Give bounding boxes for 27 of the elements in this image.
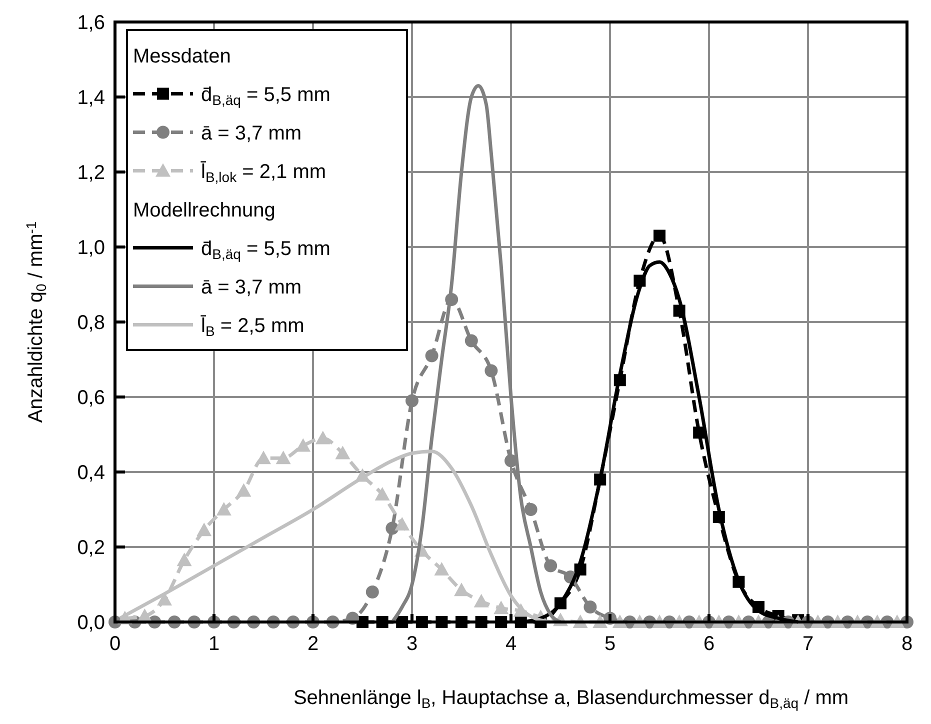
x-tick-label: 4: [505, 633, 517, 655]
x-tick-label: 1: [208, 633, 220, 655]
x-tick-label: 3: [406, 633, 418, 655]
legend-label: l̄$_{B,lok}$ = 2,1 mm: [200, 160, 326, 185]
y-tick-label: 0,4: [77, 462, 105, 484]
annotation: Modellrechnung: [133, 199, 276, 222]
annotation: Messdaten: [133, 45, 231, 68]
y-tick-label: 1,4: [77, 87, 105, 109]
legend-label: d̄$_{B,äq}$ = 5,5 mm: [201, 84, 330, 108]
y-tick-label: 0,0: [77, 612, 105, 634]
x-tick-label: 2: [307, 633, 319, 655]
y-tick-label: 1,2: [77, 162, 105, 184]
x-tick-label: 7: [802, 633, 814, 655]
legend-label: d̄$_{B,äq}$ = 5,5 mm: [201, 238, 330, 262]
legend-label: l̄$_{B}$ = 2,5 mm: [200, 314, 304, 339]
y-tick-label: 0,8: [77, 312, 105, 334]
legend-label: ā = 3,7 mm: [201, 276, 302, 298]
y-tick-label: 0,2: [77, 537, 105, 559]
x-tick-label: 5: [604, 633, 616, 655]
x-axis-title: Sehnenlänge l$_{B}$, Hauptachse a, Blasendurchmesser d$_{B,äq}$ / mm: [293, 687, 849, 711]
y-tick-label: 1,0: [77, 237, 105, 259]
x-tick-label: 0: [109, 633, 121, 655]
y-tick-label: 1,6: [77, 12, 105, 34]
x-tick-label: 6: [703, 633, 715, 655]
y-tick-label: 0,6: [77, 387, 105, 409]
x-tick-label: 8: [901, 633, 913, 655]
legend-label: ā = 3,7 mm: [201, 122, 302, 144]
